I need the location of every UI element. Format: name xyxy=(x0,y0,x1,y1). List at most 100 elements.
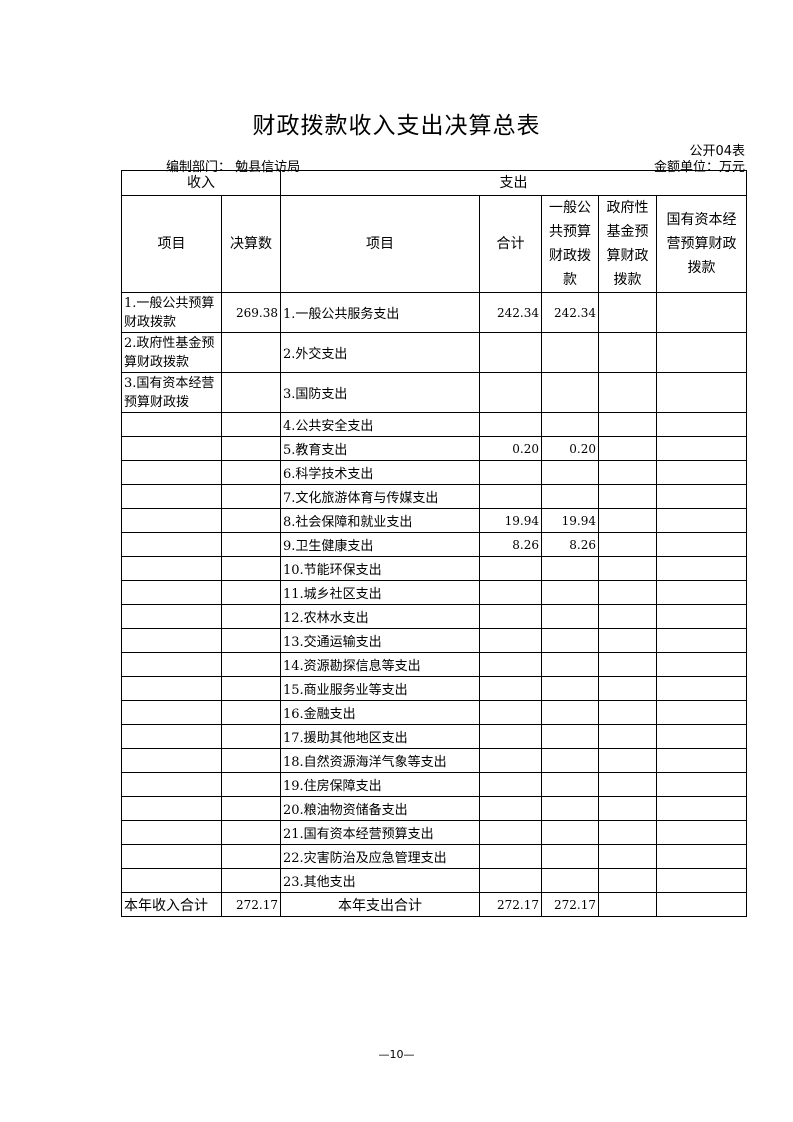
income-amount xyxy=(221,532,281,557)
state-header: 国有资本经营预算财政拨款 xyxy=(655,195,748,293)
expense-general xyxy=(541,748,599,773)
general-header: 一般公共预算财政拨款 xyxy=(541,195,599,293)
income-amount xyxy=(221,436,281,461)
expense-total xyxy=(479,724,542,749)
expense-state xyxy=(655,436,748,461)
table-row: 2.政府性基金预算财政拨款 2.外交支出 xyxy=(121,332,748,373)
expense-general xyxy=(541,372,599,413)
income-item xyxy=(121,508,222,533)
expense-fund xyxy=(598,652,657,677)
expense-item: 22.灾害防治及应急管理支出 xyxy=(280,844,480,869)
income-item-header: 项目 xyxy=(121,195,222,293)
expense-state xyxy=(655,508,748,533)
page-number: —10— xyxy=(378,1048,415,1061)
fund-header: 政府性基金预算财政拨款 xyxy=(598,195,657,293)
expense-total: 0.20 xyxy=(479,436,542,461)
income-item xyxy=(121,484,222,509)
income-amount xyxy=(221,772,281,797)
expense-general xyxy=(541,332,599,373)
expense-total xyxy=(479,772,542,797)
expense-fund-sum xyxy=(598,892,657,917)
income-amount xyxy=(221,820,281,845)
expense-state xyxy=(655,844,748,869)
table-row: 8.社会保障和就业支出 19.94 19.94 xyxy=(121,508,748,533)
income-item xyxy=(121,652,222,677)
income-amount xyxy=(221,412,281,437)
expense-item: 1.一般公共服务支出 xyxy=(280,292,480,333)
expense-general-sum: 272.17 xyxy=(541,892,599,917)
income-amount xyxy=(221,332,281,373)
expense-item: 13.交通运输支出 xyxy=(280,628,480,653)
income-item: 1.一般公共预算财政拨款 xyxy=(121,292,222,333)
income-item xyxy=(121,436,222,461)
income-amount xyxy=(221,460,281,485)
expense-header: 支出 xyxy=(279,170,748,196)
expense-state xyxy=(655,460,748,485)
income-amount xyxy=(221,844,281,869)
expense-item: 19.住房保障支出 xyxy=(280,772,480,797)
expense-state xyxy=(655,868,748,893)
income-amount xyxy=(221,628,281,653)
expense-state xyxy=(655,724,748,749)
expense-fund xyxy=(598,556,657,581)
income-amount xyxy=(221,796,281,821)
expense-general xyxy=(541,772,599,797)
expense-total xyxy=(479,604,542,629)
expense-item: 3.国防支出 xyxy=(280,372,480,413)
expense-total xyxy=(479,652,542,677)
expense-state xyxy=(655,532,748,557)
expense-general: 19.94 xyxy=(541,508,599,533)
expense-general: 0.20 xyxy=(541,436,599,461)
table-row: 19.住房保障支出 xyxy=(121,772,748,797)
expense-general xyxy=(541,604,599,629)
expense-total xyxy=(479,556,542,581)
expense-state xyxy=(655,604,748,629)
income-amount xyxy=(221,604,281,629)
expense-state xyxy=(655,556,748,581)
expense-total xyxy=(479,844,542,869)
income-total-label: 本年收入合计 xyxy=(121,892,222,917)
expense-item: 17.援助其他地区支出 xyxy=(280,724,480,749)
expense-total xyxy=(479,700,542,725)
expense-general: 8.26 xyxy=(541,532,599,557)
expense-general: 242.34 xyxy=(541,292,599,333)
expense-state xyxy=(655,484,748,509)
table-row: 11.城乡社区支出 xyxy=(121,580,748,605)
income-item xyxy=(121,532,222,557)
expense-total xyxy=(479,412,542,437)
expense-state xyxy=(655,820,748,845)
expense-state xyxy=(655,700,748,725)
income-item xyxy=(121,868,222,893)
expense-total xyxy=(479,748,542,773)
income-item: 3.国有资本经营预算财政拨 xyxy=(121,372,222,413)
table-row: 16.金融支出 xyxy=(121,700,748,725)
expense-fund xyxy=(598,676,657,701)
income-item xyxy=(121,796,222,821)
table-row: 20.粮油物资储备支出 xyxy=(121,796,748,821)
expense-total xyxy=(479,460,542,485)
expense-fund xyxy=(598,484,657,509)
expense-total-label: 本年支出合计 xyxy=(280,892,480,917)
expense-state xyxy=(655,772,748,797)
expense-item: 14.资源勘探信息等支出 xyxy=(280,652,480,677)
expense-general xyxy=(541,460,599,485)
income-item xyxy=(121,700,222,725)
expense-item-header: 项目 xyxy=(280,195,480,293)
expense-item: 2.外交支出 xyxy=(280,332,480,373)
expense-item: 4.公共安全支出 xyxy=(280,412,480,437)
income-amount xyxy=(221,556,281,581)
expense-total xyxy=(479,820,542,845)
table-row: 10.节能环保支出 xyxy=(121,556,748,581)
income-amount xyxy=(221,484,281,509)
expense-item: 6.科学技术支出 xyxy=(280,460,480,485)
income-item xyxy=(121,628,222,653)
table-row: 12.农林水支出 xyxy=(121,604,748,629)
expense-item: 15.商业服务业等支出 xyxy=(280,676,480,701)
expense-state xyxy=(655,748,748,773)
expense-state xyxy=(655,580,748,605)
expense-general xyxy=(541,580,599,605)
expense-fund xyxy=(598,332,657,373)
expense-item: 16.金融支出 xyxy=(280,700,480,725)
table-row: 9.卫生健康支出 8.26 8.26 xyxy=(121,532,748,557)
expense-item: 11.城乡社区支出 xyxy=(280,580,480,605)
